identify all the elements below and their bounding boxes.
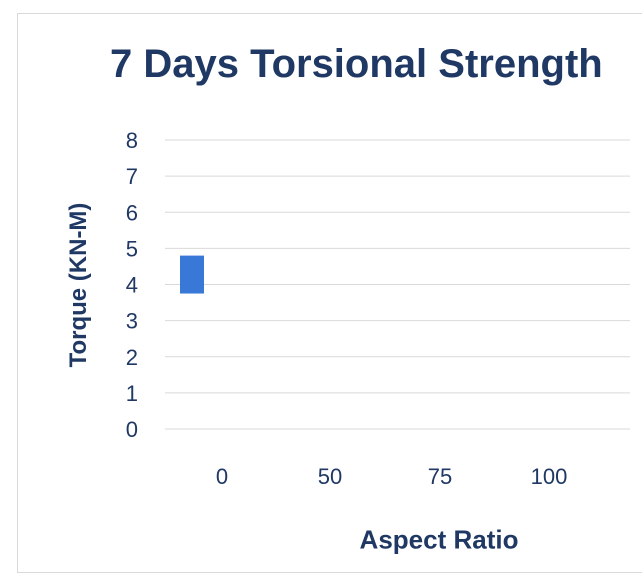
bar <box>180 255 204 294</box>
chart-title: 7 Days Torsional Strength <box>110 42 603 86</box>
x-tick-label: 75 <box>428 464 452 489</box>
y-tick-label: 5 <box>126 236 138 261</box>
y-tick-label: 3 <box>126 309 138 334</box>
y-tick-label: 1 <box>126 381 138 406</box>
y-tick-label: 0 <box>126 417 138 442</box>
y-tick-label: 8 <box>126 128 138 153</box>
x-axis-label: Aspect Ratio <box>359 524 519 555</box>
y-tick-label: 7 <box>126 164 138 189</box>
x-tick-label: 0 <box>216 464 228 489</box>
y-tick-label: 6 <box>126 200 138 225</box>
y-tick-label: 4 <box>126 273 138 298</box>
x-tick-label: 100 <box>531 464 568 489</box>
x-tick-label: 50 <box>318 464 342 489</box>
y-tick-label: 2 <box>126 345 138 370</box>
